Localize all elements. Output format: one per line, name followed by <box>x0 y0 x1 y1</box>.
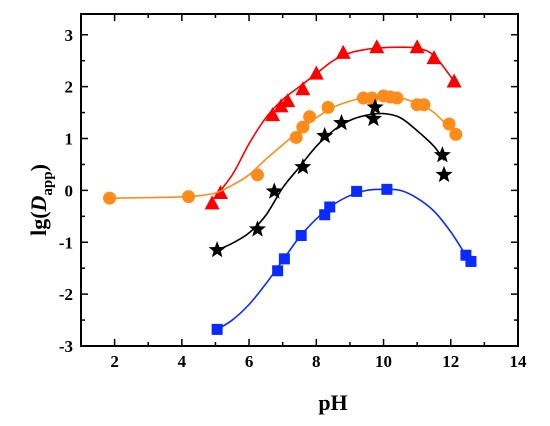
data-point-triangle <box>308 65 324 80</box>
data-point-star <box>433 146 451 163</box>
data-point-circle <box>321 100 335 114</box>
y-tick-label: 3 <box>65 26 74 45</box>
plot-frame <box>80 13 519 347</box>
data-point-triangle <box>295 81 311 96</box>
data-point-circle <box>289 130 303 144</box>
y-tick-label: 1 <box>65 130 74 149</box>
data-point-circle <box>250 168 264 182</box>
data-point-circle <box>182 190 196 204</box>
data-point-circle <box>303 110 317 124</box>
data-point-circle <box>417 98 431 112</box>
data-point-square <box>272 265 284 277</box>
data-point-square <box>460 249 472 261</box>
data-point-triangle <box>409 39 425 54</box>
x-tick-label: 10 <box>375 352 392 371</box>
x-axis-label: pH <box>318 390 347 415</box>
y-axis-label-main: lg( <box>26 211 51 235</box>
plot-area <box>103 39 477 335</box>
data-point-triangle <box>280 93 296 108</box>
data-point-circle <box>103 191 117 205</box>
data-point-square <box>381 183 393 195</box>
data-point-triangle <box>204 195 220 210</box>
data-point-star <box>364 109 382 127</box>
data-point-star <box>435 165 453 183</box>
fit-curve-square <box>216 188 472 331</box>
data-point-square <box>295 230 307 242</box>
data-point-triangle <box>335 44 351 59</box>
data-point-square <box>319 209 331 221</box>
series-star <box>208 98 453 258</box>
x-tick-label: 8 <box>312 352 321 371</box>
data-point-square <box>465 255 477 267</box>
data-point-triangle <box>273 98 289 113</box>
x-tick-label: 12 <box>442 352 459 371</box>
data-point-circle <box>296 120 310 134</box>
data-point-triangle <box>426 50 442 65</box>
series-square <box>211 183 477 335</box>
data-point-square <box>351 185 363 197</box>
data-point-circle <box>390 91 404 105</box>
x-tick-label: 4 <box>178 352 187 371</box>
y-tick-label: -2 <box>59 285 73 304</box>
y-axis-label-close: ) <box>26 164 51 171</box>
data-point-square <box>324 201 336 213</box>
data-point-star <box>366 98 384 115</box>
y-tick-label: -1 <box>59 233 73 252</box>
y-axis-label-sub: app <box>40 171 56 195</box>
x-tick-label: 14 <box>510 352 528 371</box>
y-axis-label-italic: D <box>26 195 51 212</box>
fit-curve-triangle <box>211 46 455 202</box>
data-point-star <box>316 126 334 144</box>
data-point-star <box>265 182 283 199</box>
y-tick-label: 0 <box>65 181 74 200</box>
data-point-star <box>333 113 351 131</box>
data-point-square <box>278 253 290 265</box>
data-point-circle <box>449 127 463 141</box>
y-axis-label: lg(Dapp) <box>26 164 56 236</box>
data-point-star <box>294 158 312 175</box>
y-tick-label: -3 <box>59 337 73 356</box>
x-tick-label: 6 <box>245 352 254 371</box>
y-tick-label: 2 <box>65 78 74 97</box>
data-point-triangle <box>369 39 385 54</box>
data-point-star <box>248 220 266 237</box>
data-point-triangle <box>446 73 462 88</box>
data-point-square <box>211 323 223 335</box>
data-point-circle <box>442 117 456 131</box>
series-triangle <box>204 39 462 210</box>
data-point-triangle <box>265 107 281 122</box>
series-circle <box>103 89 463 205</box>
x-tick-label: 2 <box>110 352 119 371</box>
data-point-star <box>208 241 226 258</box>
